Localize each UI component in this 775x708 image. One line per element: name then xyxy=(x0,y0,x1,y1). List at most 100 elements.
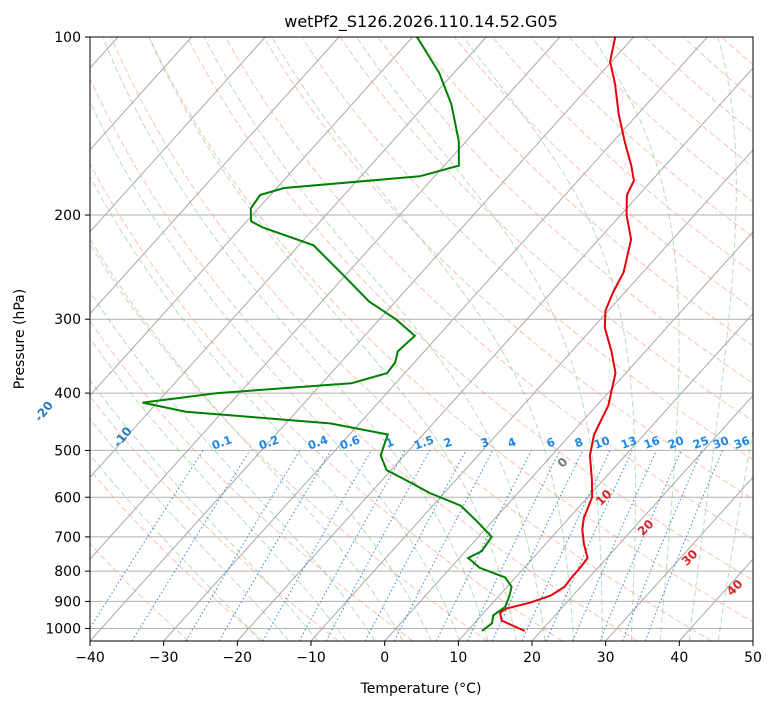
isotherm-gridline xyxy=(531,394,753,641)
mixing-ratio-line xyxy=(298,450,406,641)
mixing-ratio-label: 16 xyxy=(642,433,662,452)
moist-adiabat xyxy=(90,290,376,641)
x-tick-label: 10 xyxy=(449,650,467,666)
dry-adiabat xyxy=(606,37,753,168)
moist-adiabat xyxy=(591,37,680,641)
axes: −40 −30 −20 −10 0 10 20 30 40 50 100 200 300 400 500 60… xyxy=(45,30,762,666)
dry-adiabat xyxy=(492,37,753,274)
isotherm-gridline xyxy=(236,67,753,641)
moist-adiabat xyxy=(356,37,603,641)
x-tick-label: −40 xyxy=(75,650,105,666)
x-tick-label: 0 xyxy=(380,650,389,666)
dry-adiabat xyxy=(148,37,753,623)
dry-adiabat xyxy=(90,77,638,641)
isotherm-gridline xyxy=(90,37,192,151)
y-axis-label: Pressure (hPa) xyxy=(12,289,28,389)
mixing-ratio-label: 36 xyxy=(732,433,752,452)
mixing-ratio-label: 0.4 xyxy=(306,432,330,452)
dry-adiabat xyxy=(90,395,339,641)
isotherm-gridline xyxy=(457,312,753,641)
mixing-ratio-label: 10 xyxy=(592,433,612,452)
y-tick-label: 400 xyxy=(54,386,81,402)
isotherm-gridline xyxy=(90,37,487,479)
moist-adiabat xyxy=(90,175,432,641)
moist-adiabat xyxy=(102,37,489,641)
mixing-ratio-line xyxy=(599,450,682,641)
mixing-ratio-line xyxy=(521,450,611,641)
mixing-ratio-line xyxy=(262,450,372,641)
x-tick-label: 20 xyxy=(523,650,541,666)
dry-adiabat xyxy=(530,37,753,238)
line-labels: -100-90-80-70-60-50-40-30-20-10010203040… xyxy=(32,399,752,599)
background-lines xyxy=(90,37,753,641)
x-tick-label: 50 xyxy=(744,650,762,666)
isotherm-gridline xyxy=(605,476,753,641)
mixing-ratio-line xyxy=(131,450,251,641)
y-tick-label: 200 xyxy=(54,208,81,224)
isotherm-gridline xyxy=(163,37,708,641)
y-tick-label: 1000 xyxy=(45,621,81,637)
dry-adiabat xyxy=(453,37,753,310)
dry-adiabat xyxy=(186,37,753,581)
isotherm-gridline xyxy=(90,37,266,233)
moist-adiabat xyxy=(90,379,319,641)
dry-adiabat xyxy=(339,37,753,422)
dry-adiabat xyxy=(377,37,753,384)
dry-adiabat xyxy=(224,37,753,540)
dry-adiabat xyxy=(90,162,563,641)
y-tick-label: 300 xyxy=(54,312,81,328)
moist-adiabat xyxy=(148,37,517,641)
chart-title: wetPf2_S126.2026.110.14.52.G05 xyxy=(284,12,558,32)
mixing-ratio-line xyxy=(90,450,204,629)
isotherm-gridline xyxy=(90,37,561,560)
moist-adiabat xyxy=(90,237,404,641)
temperature-profile-line xyxy=(498,37,635,632)
mixing-ratio-line xyxy=(572,450,657,641)
mixing-ratio-label: 25 xyxy=(691,433,711,452)
mixing-ratio-label: 13 xyxy=(619,433,639,452)
y-tick-label: 500 xyxy=(54,443,81,459)
plot-frame xyxy=(89,36,754,642)
dry-adiabat xyxy=(90,320,414,641)
isotherm-gridline xyxy=(384,230,753,641)
moist-adiabat xyxy=(462,37,636,641)
mixing-ratio-line xyxy=(545,450,633,641)
moist-adiabat xyxy=(90,454,261,641)
dry-adiabat xyxy=(110,37,712,641)
profiles xyxy=(142,37,635,632)
dry-adiabat xyxy=(263,37,753,500)
isotherm-gridline xyxy=(90,37,634,641)
moist-adiabat xyxy=(688,37,737,641)
moist-adiabat xyxy=(90,418,290,641)
moist-adiabat xyxy=(717,427,753,641)
mixing-ratio-line xyxy=(467,450,561,641)
isotherm-gridline xyxy=(90,37,413,397)
y-tick-label: 700 xyxy=(54,530,81,546)
mixing-ratio-label: 0.2 xyxy=(257,432,281,452)
x-tick-label: −30 xyxy=(149,650,179,666)
plot-area xyxy=(90,37,753,641)
y-tick-label: 900 xyxy=(54,594,81,610)
dry-adiabat xyxy=(90,469,264,641)
mixing-ratio-label: 0.1 xyxy=(210,432,234,452)
mixing-ratio-line xyxy=(185,450,301,641)
y-tick-label: 800 xyxy=(54,564,81,580)
mixing-ratio-label: 30 xyxy=(711,433,731,452)
dry-adiabat xyxy=(415,37,753,347)
moist-adiabat xyxy=(203,37,546,641)
x-tick-label: 40 xyxy=(670,650,688,666)
mixing-ratio-label: 0.6 xyxy=(338,432,362,452)
x-axis-label: Temperature (°C) xyxy=(360,681,482,697)
mixing-ratio-label: 1.5 xyxy=(412,432,436,452)
moist-adiabat xyxy=(271,37,575,641)
y-tick-label: 100 xyxy=(54,30,81,46)
moist-adiabat xyxy=(90,100,461,641)
dry-adiabat xyxy=(568,37,753,203)
isotherm-gridline xyxy=(90,37,340,315)
mixing-ratio-line xyxy=(325,450,431,641)
mixing-ratio-line xyxy=(435,450,532,641)
mixing-ratio-label: 20 xyxy=(666,433,686,452)
x-tick-label: −20 xyxy=(223,650,253,666)
mixing-ratio-line xyxy=(491,450,584,641)
